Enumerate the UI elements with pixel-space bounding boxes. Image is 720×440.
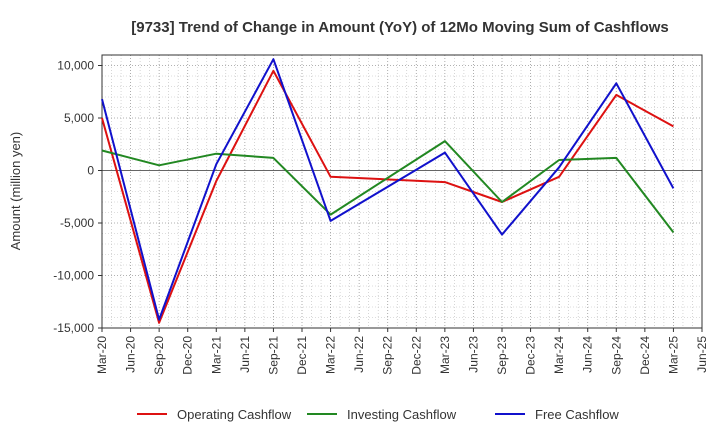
y-tick-label: 0 <box>87 164 94 178</box>
series-lines <box>101 58 675 324</box>
x-tick-label: Dec-20 <box>181 336 195 375</box>
y-tick-label: -15,000 <box>53 321 94 335</box>
grid <box>101 54 703 329</box>
x-tick-label: Mar-23 <box>438 336 452 374</box>
legend-label-operating-cashflow: Operating Cashflow <box>177 407 292 422</box>
x-tick-label: Sep-23 <box>495 336 509 375</box>
series-line-investing-cashflow <box>101 140 675 234</box>
chart-title: [9733] Trend of Change in Amount (YoY) o… <box>131 19 669 36</box>
x-tick-label: Mar-22 <box>324 336 338 374</box>
x-tick-label: Mar-20 <box>95 336 109 374</box>
x-tick-label: Jun-23 <box>466 336 480 373</box>
legend: Operating Cashflow Investing Cashflow Free… <box>137 407 619 422</box>
x-tick-label: Jun-24 <box>581 336 595 373</box>
x-tick-label: Sep-21 <box>266 336 280 375</box>
x-tick-label: Jun-20 <box>124 336 138 373</box>
x-tick-label: Dec-24 <box>638 336 652 375</box>
x-tick-label: Jun-25 <box>695 336 709 373</box>
y-tick-label: -5,000 <box>60 216 94 230</box>
y-tick-label: 5,000 <box>64 111 94 125</box>
x-tick-label: Dec-21 <box>295 336 309 375</box>
y-axis-label: Amount (million yen) <box>8 132 23 251</box>
x-tick-label: Sep-20 <box>152 336 166 375</box>
x-tick-label: Jun-21 <box>238 336 252 373</box>
x-tick-label: Sep-22 <box>381 336 395 375</box>
series-line-free-cashflow <box>101 58 675 321</box>
y-tick-label: 10,000 <box>57 59 94 73</box>
x-tick-label: Mar-25 <box>666 336 680 374</box>
legend-label-investing-cashflow: Investing Cashflow <box>347 407 457 422</box>
x-tick-label: Dec-22 <box>409 336 423 375</box>
x-tick-label: Mar-21 <box>209 336 223 374</box>
x-tick-label: Sep-24 <box>609 336 623 375</box>
x-tick-label: Dec-23 <box>524 336 538 375</box>
y-tick-label: -10,000 <box>53 269 94 283</box>
legend-label-free-cashflow: Free Cashflow <box>535 407 619 422</box>
plot-frame <box>101 54 703 329</box>
x-tick-label: Mar-24 <box>552 336 566 374</box>
series-line-operating-cashflow <box>101 69 674 324</box>
x-tick-label: Jun-22 <box>352 336 366 373</box>
